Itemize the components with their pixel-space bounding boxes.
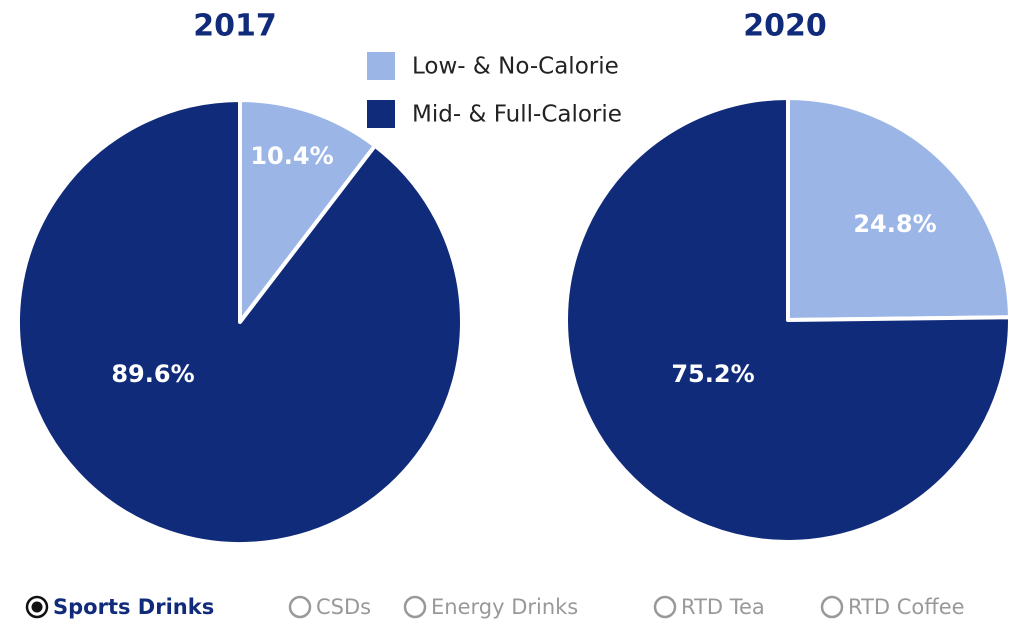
- radio-button[interactable]: [820, 595, 844, 619]
- legend-swatch: [367, 52, 395, 80]
- chart-title: 2017: [193, 9, 277, 44]
- data-label: 89.6%: [111, 360, 194, 388]
- data-label: 24.8%: [853, 210, 936, 238]
- radio-button[interactable]: [403, 595, 427, 619]
- pie-slice: [786, 96, 1010, 322]
- legend-label: Mid- & Full-Calorie: [412, 102, 622, 128]
- chart-title: 2020: [743, 9, 827, 44]
- legend-label: Low- & No-Calorie: [412, 54, 619, 80]
- radio-label[interactable]: RTD Coffee: [848, 595, 965, 619]
- legend-swatch: [367, 100, 395, 128]
- radio-button[interactable]: [288, 595, 312, 619]
- radio-button[interactable]: [653, 595, 677, 619]
- radio-label[interactable]: Energy Drinks: [431, 595, 578, 619]
- radio-label[interactable]: CSDs: [316, 595, 371, 619]
- pie-slice: [238, 98, 377, 324]
- radio-label[interactable]: Sports Drinks: [53, 595, 214, 619]
- data-label: 75.2%: [671, 360, 754, 388]
- data-label: 10.4%: [250, 142, 333, 170]
- radio-dot: [31, 601, 43, 613]
- pie-slice: [564, 96, 1010, 544]
- pie-slice: [16, 98, 464, 546]
- radio-label[interactable]: RTD Tea: [681, 595, 765, 619]
